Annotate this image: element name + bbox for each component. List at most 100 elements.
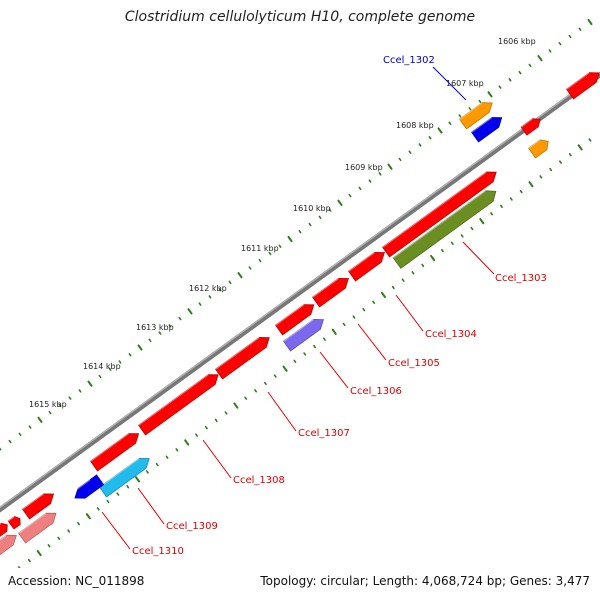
leader-ccel-1310 <box>101 511 131 550</box>
ruler-tick-outer <box>418 143 422 147</box>
ruler-tick-outer <box>0 447 2 451</box>
ruler-label-1609: 1609 kbp <box>345 163 383 172</box>
ruler-tick-inner <box>145 470 149 474</box>
ruler-tick-inner <box>224 411 228 415</box>
leader-ccel-1306 <box>319 351 349 389</box>
gene-feature-red-top[interactable] <box>565 72 600 100</box>
ruler-tick-inner <box>175 448 179 452</box>
ruler-tick-outer <box>258 259 262 263</box>
ruler-tick-outer <box>518 70 522 75</box>
gene-label-ccel-1303[interactable]: Ccel_1303 <box>495 273 547 284</box>
ruler-tick-outer <box>378 172 382 176</box>
ruler-tick-outer <box>228 280 232 285</box>
gene-feature-pink-b[interactable] <box>0 534 17 558</box>
gene-ccel-1303-feature[interactable] <box>392 190 497 269</box>
ruler-tick-inner <box>362 307 366 312</box>
gene-feature-red-small[interactable] <box>520 118 541 136</box>
ruler-tick-inner <box>282 365 288 372</box>
ruler-label-1607: 1607 kbp <box>446 79 484 88</box>
ruler-tick-outer <box>318 215 322 219</box>
ruler-label-1611: 1611 kbp <box>241 244 279 253</box>
ruler-tick-outer <box>218 287 222 292</box>
ruler-tick-inner <box>450 241 454 245</box>
ruler-tick-inner <box>559 160 562 164</box>
gene-ccel-1307-feature[interactable] <box>214 336 270 380</box>
gene-ccel-1306-feature[interactable] <box>282 318 324 352</box>
ruler-tick-inner <box>342 322 346 327</box>
ruler-tick-outer <box>337 199 343 206</box>
gene-ccel-1309-feature[interactable] <box>98 457 150 498</box>
ruler-tick-outer <box>118 360 122 364</box>
gene-labels: Ccel_1302 Ccel_1303 Ccel_1304 Ccel_1305 … <box>132 55 547 557</box>
ruler-tick-inner <box>401 278 405 282</box>
gene-feature-red-e[interactable] <box>89 432 140 472</box>
gene-label-ccel-1306[interactable]: Ccel_1306 <box>350 386 402 397</box>
ruler-tick-inner <box>233 402 239 409</box>
ruler-tick-outer <box>298 230 302 234</box>
ruler-tick-inner <box>77 521 80 526</box>
gene-feature-pink-a[interactable] <box>17 512 57 544</box>
ruler-tick-inner <box>293 359 297 364</box>
ruler-tick-outer <box>168 324 172 328</box>
ruler-tick-outer <box>398 157 402 162</box>
ruler-tick-outer <box>268 251 272 256</box>
ruler-tick-inner <box>155 462 159 467</box>
gene-label-ccel-1310[interactable]: Ccel_1310 <box>132 546 184 557</box>
ruler-tick-inner <box>36 550 42 557</box>
ruler-tick-inner <box>588 138 592 142</box>
gene-ccel-1302-orange[interactable] <box>458 102 493 130</box>
ruler-tick-outer <box>108 367 112 371</box>
ruler-tick-inner <box>322 337 326 341</box>
gene-label-leaders <box>101 66 495 550</box>
gene-label-ccel-1307[interactable]: Ccel_1307 <box>298 428 350 439</box>
ruler-label-1610: 1610 kbp <box>293 204 331 213</box>
leader-ccel-1305 <box>357 323 387 361</box>
gene-feature-red-f[interactable] <box>21 493 55 520</box>
ruler-tick-inner <box>184 439 190 446</box>
ruler-tick-inner <box>490 212 494 216</box>
ruler-tick-outer <box>408 150 412 154</box>
ruler-tick-outer <box>8 439 12 444</box>
ruler-tick-inner <box>27 558 31 563</box>
ruler-tick-inner <box>519 189 523 194</box>
ruler-tick-outer <box>148 338 152 342</box>
gene-ccel-1303-track-a[interactable] <box>381 171 497 258</box>
ruler-tick-outer <box>587 18 593 26</box>
genome-backbone-line <box>0 71 600 513</box>
ruler-tick-inner <box>47 544 51 548</box>
gene-label-ccel-1302[interactable]: Ccel_1302 <box>383 55 435 66</box>
gene-label-ccel-1308[interactable]: Ccel_1308 <box>233 475 285 486</box>
ruler-tick-outer <box>468 107 472 111</box>
gene-feature-orange-b[interactable] <box>527 139 549 159</box>
ruler-tick-outer <box>198 302 202 306</box>
gene-ccel-1308-feature[interactable] <box>137 374 219 436</box>
gene-ccel-1304-feature[interactable] <box>347 251 385 282</box>
ruler-tick-inner <box>568 153 572 157</box>
ruler-tick-outer <box>528 63 532 68</box>
ruler-tick-outer <box>137 344 143 351</box>
gene-feature-red-h[interactable] <box>0 522 8 537</box>
ruler-label-1612: 1612 kbp <box>189 284 227 293</box>
gene-label-ccel-1309[interactable]: Ccel_1309 <box>166 521 218 532</box>
gene-label-ccel-1305[interactable]: Ccel_1305 <box>388 358 440 369</box>
ruler-tick-inner <box>441 248 444 253</box>
ruler-tick-outer <box>537 55 543 62</box>
genome-stats-text: Topology: circular; Length: 4,068,724 bp… <box>260 574 590 588</box>
gene-ccel-1305-feature[interactable] <box>311 277 349 308</box>
ruler-tick-outer <box>448 121 452 125</box>
ruler-tick-outer <box>287 235 293 243</box>
ruler-tick-inner <box>254 389 258 393</box>
gene-label-ccel-1304[interactable]: Ccel_1304 <box>425 329 477 340</box>
gene-feature-red-g[interactable] <box>7 515 21 530</box>
ruler-tick-inner <box>352 315 356 319</box>
gene-ccel-1310-feature[interactable] <box>71 474 105 499</box>
gene-feature-red-c[interactable] <box>274 303 315 336</box>
ruler-tick-outer <box>558 42 562 46</box>
ruler-tick-inner <box>195 433 199 437</box>
ruler-label-1608: 1608 kbp <box>396 121 434 130</box>
ruler-tick-outer <box>28 425 32 429</box>
ruler-tick-inner <box>67 529 71 533</box>
gene-ccel-1302-feature[interactable] <box>470 116 503 143</box>
